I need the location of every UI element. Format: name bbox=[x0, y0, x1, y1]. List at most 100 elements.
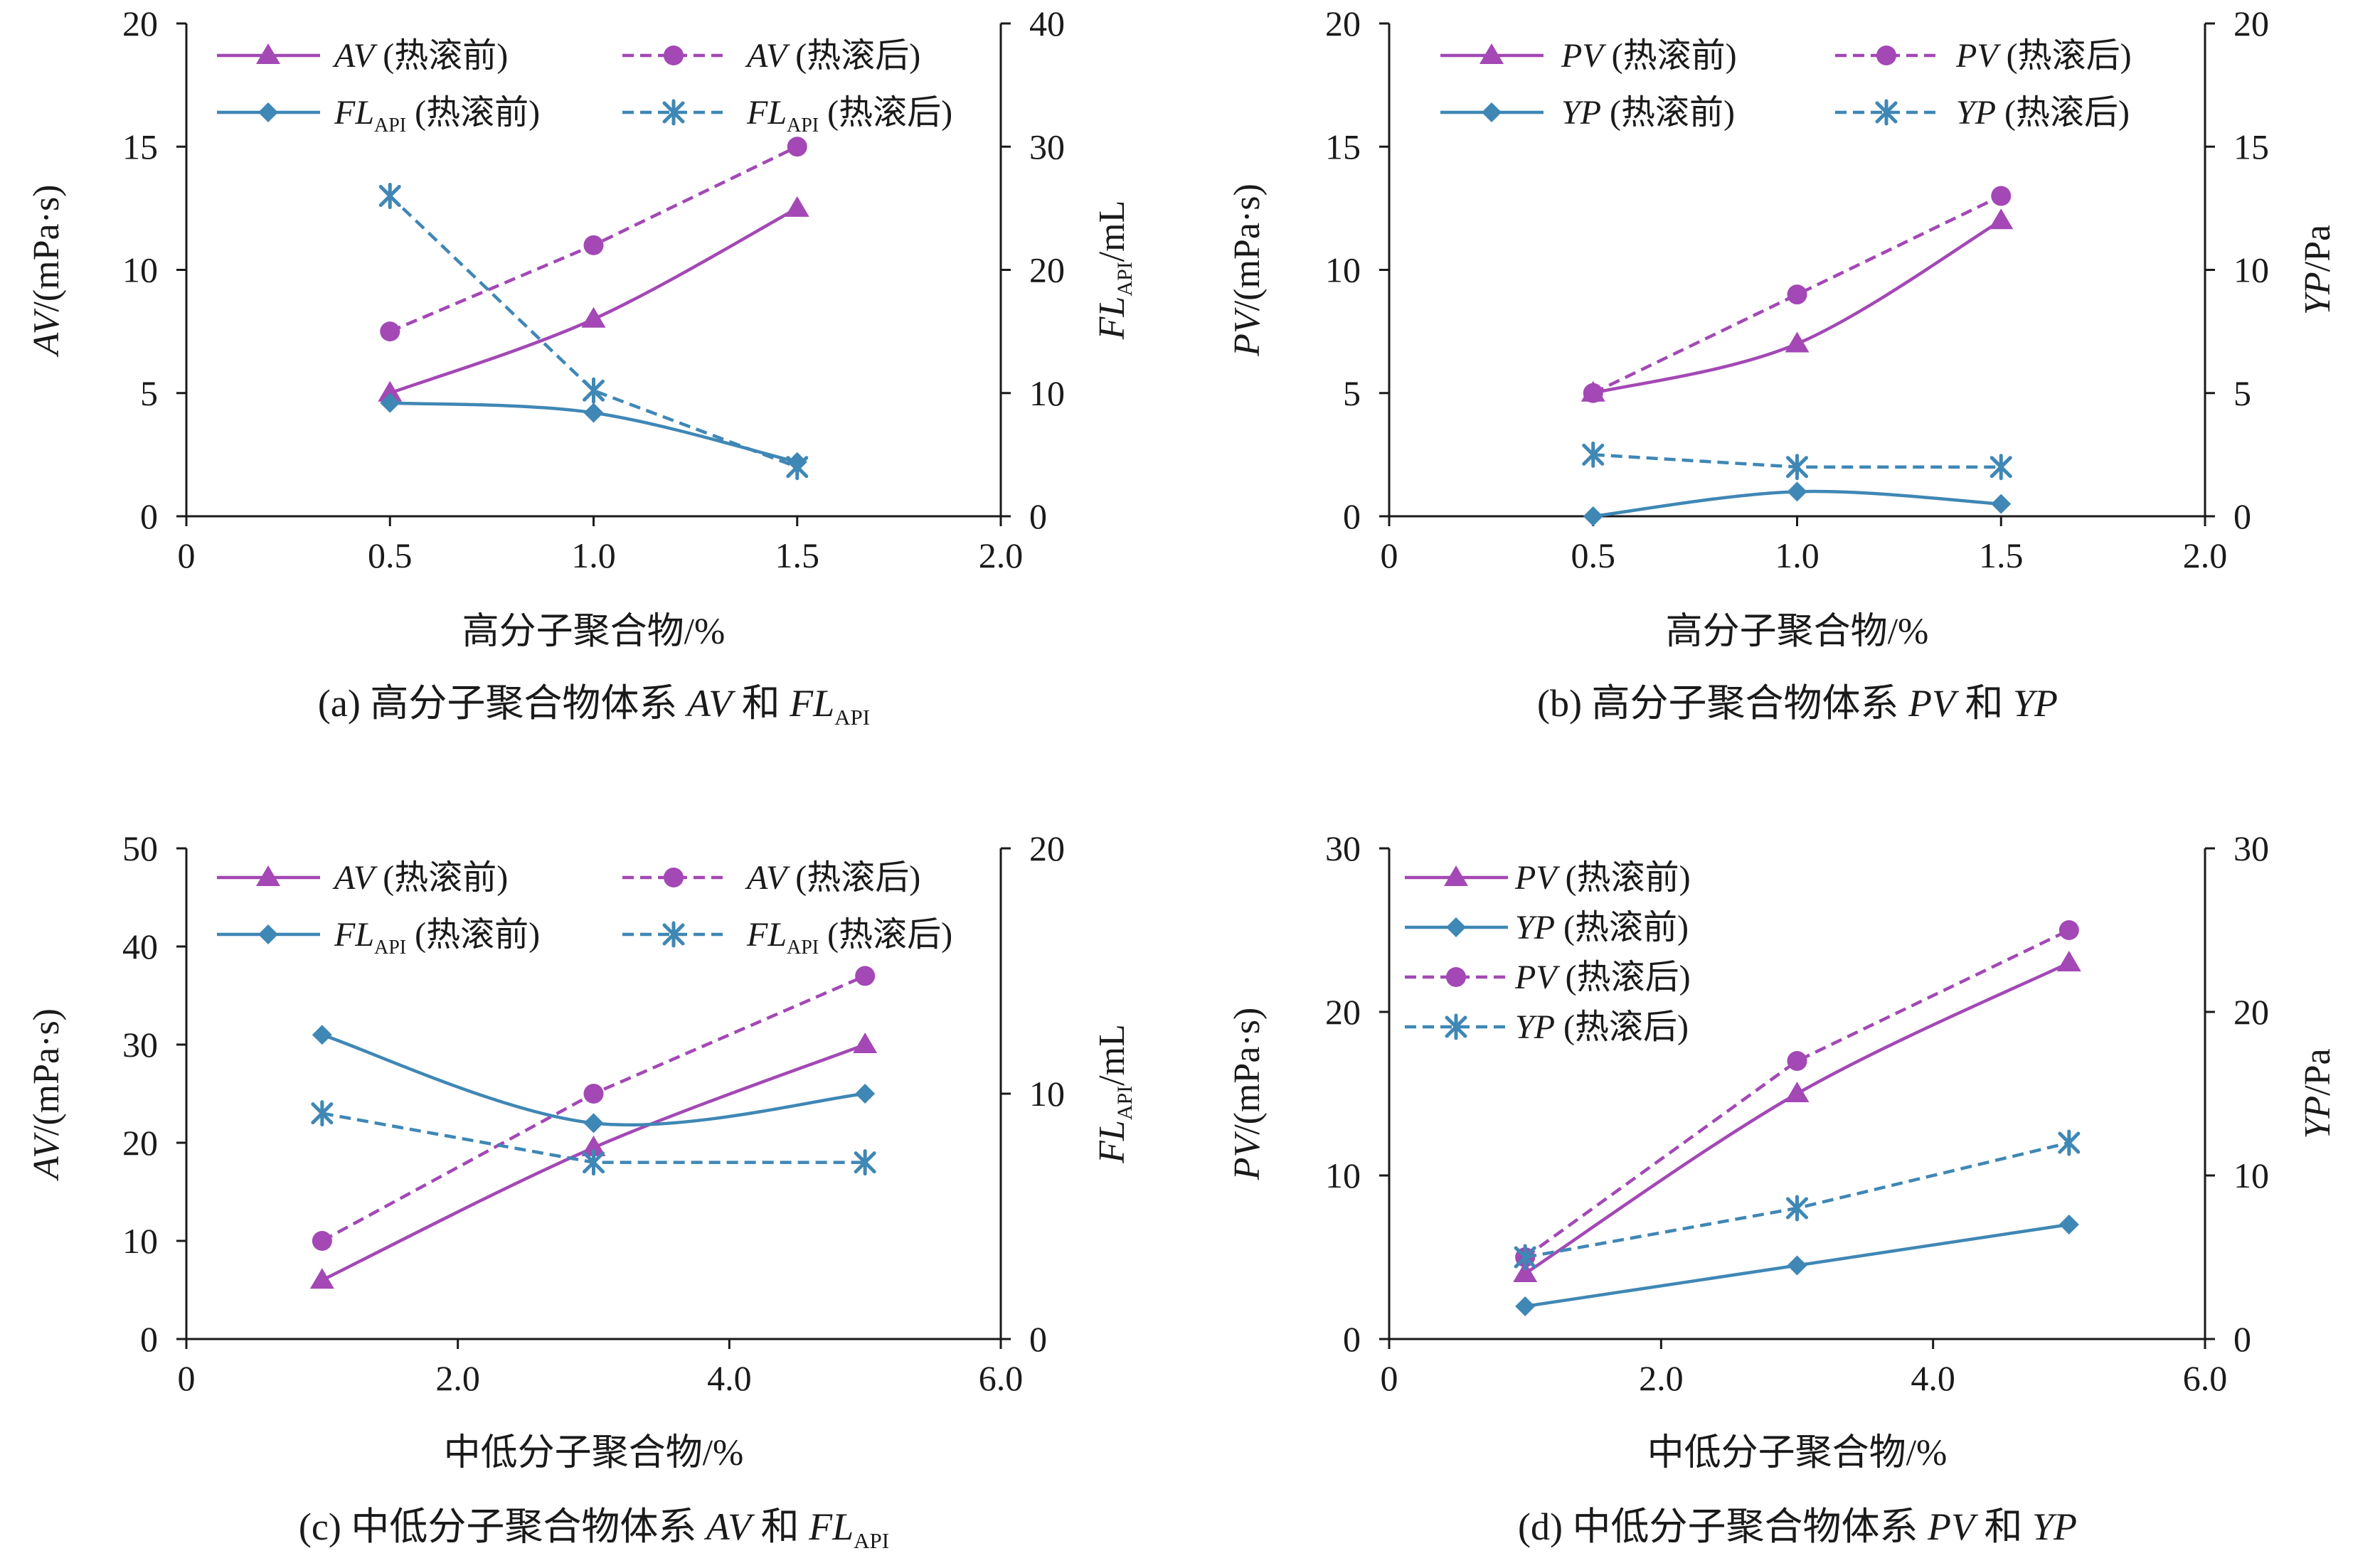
series-line-pv-after bbox=[1524, 928, 2070, 1259]
y-axis-title-var: PV bbox=[1227, 1131, 1268, 1181]
legend-label-var: YP bbox=[1956, 94, 1996, 132]
x-tick-label: 1.0 bbox=[571, 535, 616, 575]
legend-marker-diamond bbox=[258, 924, 278, 944]
data-point-asterisk bbox=[1989, 454, 2012, 481]
data-point-triangle bbox=[581, 1135, 606, 1156]
x-tick-label: 6.0 bbox=[2183, 1358, 2228, 1398]
x-tick-label: 1.0 bbox=[1775, 535, 1819, 575]
caption-var2-sub: API bbox=[834, 705, 870, 730]
legend-label: PV (热滚后) bbox=[1514, 959, 1691, 996]
caption-var1: PV bbox=[1927, 1505, 1979, 1548]
data-point-asterisk bbox=[786, 454, 809, 481]
data-point-triangle bbox=[1989, 208, 2014, 230]
x-tick-label: 1.5 bbox=[775, 535, 820, 575]
y2-tick-label: 20 bbox=[1029, 250, 1065, 290]
legend-label-text: (热滚后) bbox=[1998, 37, 2132, 75]
chart-panel-d: 0 2.0 4.0 6.001020300102030中低分子聚合物/%PV/(mPa… bbox=[1227, 828, 2338, 1548]
caption-var2-sub: API bbox=[854, 1528, 889, 1553]
y-axis-title-var: AV bbox=[26, 1132, 67, 1181]
legend-label: PV (热滚前) bbox=[1561, 37, 1737, 75]
legend-label: PV (热滚后) bbox=[1955, 37, 2132, 75]
x-tick-label: 0.5 bbox=[1571, 535, 1616, 575]
data-point-triangle bbox=[853, 1033, 878, 1053]
caption-var1: AV bbox=[704, 1505, 755, 1548]
y-tick-label: 20 bbox=[1325, 4, 1361, 43]
y-tick-label: 40 bbox=[122, 927, 158, 966]
legend-marker-triangle bbox=[1479, 43, 1504, 64]
x-tick-label: 2.0 bbox=[2183, 535, 2228, 575]
data-point-asterisk bbox=[1514, 1244, 1536, 1271]
legend-label-var: AV bbox=[745, 37, 790, 75]
data-point-asterisk bbox=[311, 1100, 334, 1127]
y-tick-label: 10 bbox=[1325, 1156, 1361, 1195]
data-point-circle bbox=[787, 137, 807, 157]
legend-label-text: (热滚后) bbox=[1557, 959, 1691, 996]
y2-axis-title-var: YP bbox=[2297, 272, 2338, 315]
data-point-triangle bbox=[378, 380, 403, 402]
y2-tick-label: 30 bbox=[2233, 828, 2269, 868]
y2-tick-label: 20 bbox=[1029, 828, 1065, 868]
y-tick-label: 20 bbox=[122, 1123, 158, 1163]
y2-axis-title-var: FL bbox=[1092, 297, 1132, 341]
y-axis-title-text: /(mPa·s) bbox=[26, 1008, 67, 1136]
caption-mid: 和 bbox=[732, 682, 790, 725]
x-tick-label: 0.5 bbox=[368, 535, 413, 575]
x-tick-label: 0 bbox=[178, 1358, 196, 1398]
y-axis-title: AV/(mPa·s) bbox=[26, 184, 67, 357]
y2-tick-label: 0 bbox=[2233, 1319, 2251, 1359]
x-axis-title: 高分子聚合物/% bbox=[1666, 612, 1929, 652]
legend-label-text: (热滚后) bbox=[1996, 94, 2130, 132]
series-line-fl-before bbox=[322, 1033, 866, 1127]
legend-label-var: FL bbox=[334, 94, 374, 132]
panel-caption: (b) 高分子聚合物体系 PV 和 YP bbox=[1537, 682, 2058, 725]
legend-label-text: (热滚前) bbox=[406, 916, 540, 954]
legend-marker-asterisk bbox=[1875, 99, 1898, 126]
caption-prefix: (c) 中低分子聚合物体系 bbox=[299, 1505, 706, 1548]
series-line-fl-after bbox=[388, 194, 798, 469]
x-tick-label: 4.0 bbox=[707, 1358, 752, 1398]
y2-tick-label: 0 bbox=[2233, 496, 2251, 536]
data-point-diamond bbox=[583, 402, 604, 423]
data-point-triangle bbox=[581, 306, 606, 328]
data-point-diamond bbox=[312, 1025, 332, 1045]
y2-tick-label: 10 bbox=[2233, 1156, 2269, 1195]
panel-caption: (c) 中低分子聚合物体系 AV 和 FLAPI bbox=[299, 1505, 889, 1553]
y-axis-title-var: PV bbox=[1227, 307, 1268, 357]
data-point-diamond bbox=[1787, 1255, 1807, 1276]
legend-marker-circle bbox=[664, 46, 684, 65]
y-tick-label: 20 bbox=[1325, 992, 1361, 1032]
legend-label-var: AV bbox=[332, 37, 378, 75]
x-tick-label: 6.0 bbox=[979, 1358, 1024, 1398]
y2-axis-title-text: /mL bbox=[1092, 1024, 1132, 1086]
data-point-asterisk bbox=[1786, 454, 1808, 481]
y-tick-label: 0 bbox=[1343, 1319, 1361, 1359]
data-point-triangle bbox=[309, 1268, 334, 1289]
legend-label-var: FL bbox=[746, 916, 787, 954]
legend-label-sub: API bbox=[374, 937, 406, 959]
y2-tick-label: 15 bbox=[2233, 127, 2269, 166]
data-point-circle bbox=[1787, 284, 1807, 305]
y-tick-label: 30 bbox=[122, 1025, 158, 1065]
caption-var2: FL bbox=[808, 1505, 854, 1548]
caption-mid: 和 bbox=[1975, 1505, 2032, 1548]
y2-tick-label: 30 bbox=[1029, 127, 1065, 166]
y2-axis-title: FLAPI/mL bbox=[1092, 201, 1137, 341]
legend-label-text: (热滚前) bbox=[1557, 859, 1691, 897]
y-tick-label: 15 bbox=[122, 127, 158, 166]
caption-var2: YP bbox=[2032, 1505, 2077, 1548]
caption-var2: YP bbox=[2013, 682, 2058, 725]
data-point-diamond bbox=[583, 1113, 604, 1134]
data-point-triangle bbox=[2056, 951, 2081, 971]
y2-tick-label: 40 bbox=[1029, 4, 1065, 43]
legend-label: AV (热滚后) bbox=[745, 859, 920, 897]
data-point-circle bbox=[583, 235, 604, 255]
caption-var1: AV bbox=[685, 682, 736, 725]
legend-label-var: FL bbox=[746, 94, 787, 132]
legend-label-text: (热滚后) bbox=[819, 94, 952, 132]
caption-mid: 和 bbox=[1955, 682, 2013, 725]
caption-prefix: (d) 中低分子聚合物体系 bbox=[1518, 1505, 1928, 1548]
legend-label-text: (热滚后) bbox=[1555, 1008, 1689, 1046]
legend-label-var: AV bbox=[745, 859, 790, 897]
data-point-circle bbox=[583, 1084, 604, 1104]
